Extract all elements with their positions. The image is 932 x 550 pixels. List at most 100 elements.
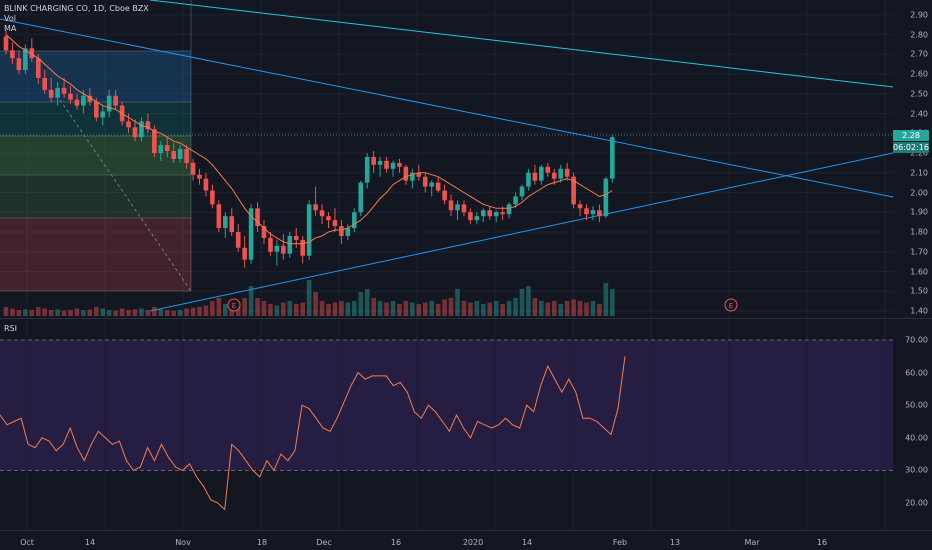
volume-bar (590, 301, 596, 316)
candle-body (526, 172, 531, 187)
volume-bar (571, 299, 576, 316)
candle-body (506, 204, 512, 215)
candle-body (190, 162, 196, 175)
volume-bar (332, 302, 338, 316)
candle-body (300, 239, 305, 256)
candle-body (339, 226, 344, 236)
volume-bar (293, 304, 299, 316)
candle-body (48, 89, 54, 98)
candle-body (461, 204, 467, 213)
rsi-axis-label: 70.00 (905, 335, 928, 345)
volume-bar (410, 302, 415, 316)
candle-body (397, 162, 402, 167)
price-axis[interactable]: 2.902.802.702.602.502.402.302.202.102.00… (893, 0, 932, 318)
candle-body (352, 212, 357, 229)
candle-body (513, 196, 518, 205)
rsi-axis[interactable]: 70.00 60.00 50.00 40.00 30.00 20.00 (893, 320, 932, 530)
price-axis-label: 1.50 (910, 286, 928, 296)
earnings-marker-label: E (232, 302, 236, 310)
time-axis-label: 2020 (462, 538, 484, 547)
volume-bar (558, 304, 563, 316)
volume-bar (319, 301, 325, 316)
volume-bar (87, 309, 93, 316)
pane-divider[interactable] (0, 318, 932, 319)
volume-bar (326, 304, 331, 316)
volume-bar (184, 308, 189, 316)
volume-bar (300, 302, 305, 316)
volume-bar (339, 301, 344, 316)
candle-body (268, 237, 273, 252)
volume-bar (152, 307, 157, 316)
volume-bar (377, 301, 383, 316)
volume-bar (597, 304, 602, 316)
rsi-axis-label: 60.00 (905, 368, 928, 378)
candle-body (293, 235, 299, 240)
candle-body (210, 190, 215, 205)
volume-bar (132, 309, 138, 316)
earnings-marker (227, 298, 241, 312)
candle-body (390, 162, 396, 169)
rsi-chart-svg[interactable] (0, 320, 893, 530)
earnings-marker-label: E (729, 302, 733, 310)
candle-body (81, 95, 86, 106)
candle-body (571, 176, 576, 205)
time-axis-label: 14 (84, 538, 96, 547)
price-axis-label: 1.70 (910, 247, 928, 257)
volume-bar (506, 301, 512, 316)
rsi-axis-label: 20.00 (905, 498, 928, 508)
volume-bar (190, 307, 196, 316)
candle-body (74, 99, 80, 106)
volume-bar (358, 292, 364, 316)
candle-body (61, 87, 67, 94)
price-axis-label: 2.20 (910, 148, 928, 158)
candle-body (35, 58, 41, 78)
volume-bar (23, 309, 28, 316)
price-axis-label: 1.40 (910, 306, 928, 316)
candle-body (558, 168, 563, 179)
earnings-marker (724, 298, 738, 312)
candle-body (235, 232, 241, 248)
volume-bar (42, 308, 47, 316)
volume-bar (455, 289, 460, 316)
price-axis-label: 2.80 (910, 30, 928, 39)
volume-bar (429, 301, 434, 316)
volume-bar (493, 301, 499, 316)
candle-body (216, 204, 222, 229)
volume-bar (255, 298, 260, 316)
volume-bar (519, 289, 525, 316)
candle-body (113, 95, 118, 106)
volume-bar (145, 310, 151, 316)
candle-body (203, 178, 209, 191)
candle-body (610, 137, 615, 179)
volume-bar (242, 298, 247, 316)
fib-zone (0, 51, 191, 102)
volume-bar (55, 309, 60, 316)
candle-body (152, 129, 157, 153)
price-axis-label: 2.00 (910, 188, 928, 197)
candle-body (603, 178, 609, 217)
candle-body (474, 216, 480, 221)
volume-indicator-label: Vol (4, 14, 16, 23)
volume-bar (29, 310, 35, 316)
rsi-pane[interactable]: RSI (0, 320, 893, 530)
volume-bar (16, 310, 22, 316)
volume-bar (397, 304, 402, 316)
volume-bar (164, 310, 170, 316)
volume-bar (564, 301, 570, 316)
volume-bar (35, 307, 41, 316)
volume-bar (61, 310, 67, 316)
candle-body (326, 216, 331, 221)
volume-bar (448, 298, 454, 316)
candle-body (422, 176, 428, 187)
time-axis-divider (0, 530, 932, 531)
ma-indicator-label: MA (4, 24, 17, 33)
candle-body (87, 95, 93, 102)
last-price-tag: 2.28 (893, 130, 929, 141)
candle-body (145, 121, 151, 130)
candle-body (177, 149, 183, 159)
volume-bar (94, 307, 99, 316)
volume-bar (158, 309, 164, 316)
volume-bar (210, 301, 215, 316)
